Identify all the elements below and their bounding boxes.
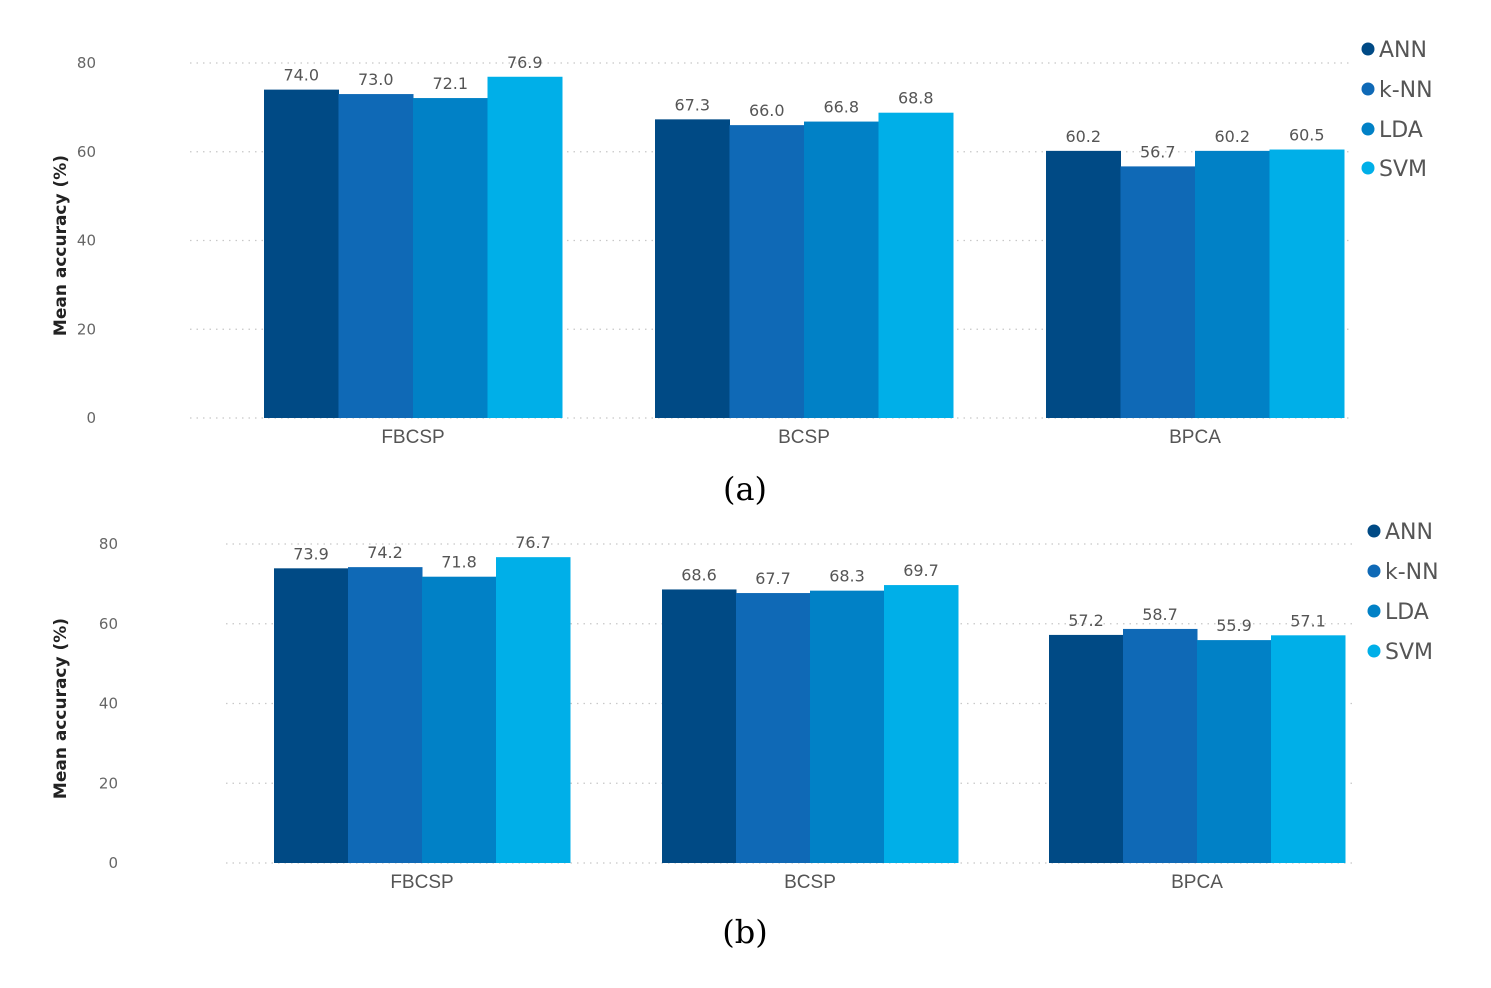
chart-panel-a: 0 20 40 60 80 Mean accuracy (%) 74.0 73.0 72.1 76… xyxy=(51,38,1433,508)
bar-lda-bpca xyxy=(1197,640,1272,863)
data-label: 76.7 xyxy=(515,533,551,552)
bar-k-nn-bpca xyxy=(1123,628,1198,863)
bar-svm-fbcsp xyxy=(487,76,563,418)
bar-svm-bpca xyxy=(1269,149,1345,418)
x-category-label: FBCSP xyxy=(390,872,453,893)
y-tick-label: 20 xyxy=(99,774,118,792)
y-tick-label: 0 xyxy=(86,409,96,427)
data-label: 57.1 xyxy=(1290,611,1326,630)
data-label: 57.2 xyxy=(1068,611,1104,630)
bar-lda-fbcsp xyxy=(413,98,488,419)
data-label: 74.0 xyxy=(283,66,319,85)
bar-ann-bcsp xyxy=(655,119,730,418)
bar-lda-bpca xyxy=(1195,150,1270,419)
bar-k-nn-bcsp xyxy=(729,125,805,418)
legend-marker-icon xyxy=(1361,122,1375,136)
data-label: 67.7 xyxy=(755,569,791,588)
legend-marker-icon xyxy=(1367,604,1381,618)
chart-panel-b: 0 20 40 60 80 Mean accuracy (%) 73.9 74.2 71.8 76… xyxy=(51,520,1439,951)
bar-svm-bcsp xyxy=(884,585,959,863)
bar-lda-bcsp xyxy=(804,121,879,418)
y-axis-title: Mean accuracy (%) xyxy=(51,618,71,799)
y-axis-title: Mean accuracy (%) xyxy=(51,155,71,336)
bar-ann-bcsp xyxy=(662,589,737,863)
data-label: 71.8 xyxy=(441,553,477,572)
data-label: 72.1 xyxy=(432,74,468,93)
data-label: 60.2 xyxy=(1065,127,1101,146)
x-category-label: BCSP xyxy=(784,872,836,893)
legend-marker-icon xyxy=(1367,564,1381,578)
data-label: 60.5 xyxy=(1289,126,1325,145)
data-label: 66.8 xyxy=(823,98,859,117)
bar-ann-fbcsp xyxy=(274,568,349,863)
y-tick-label: 40 xyxy=(99,695,118,713)
legend-marker-icon xyxy=(1367,644,1381,658)
x-category-label: BPCA xyxy=(1169,427,1221,448)
y-tick-label: 60 xyxy=(99,615,118,633)
legend-marker-icon xyxy=(1361,42,1375,56)
legend-label: k-NN xyxy=(1379,78,1433,103)
bar-k-nn-bcsp xyxy=(736,593,811,863)
data-label: 67.3 xyxy=(674,95,710,114)
bar-svm-bcsp xyxy=(878,112,954,418)
legend-label: LDA xyxy=(1385,600,1429,625)
figure-caption: (b) xyxy=(722,913,767,951)
data-label: 58.7 xyxy=(1142,605,1178,624)
y-tick-label: 40 xyxy=(77,232,96,250)
legend-label: ANN xyxy=(1385,520,1433,545)
data-label: 66.0 xyxy=(749,101,785,120)
legend-label: SVM xyxy=(1385,640,1433,665)
data-label: 69.7 xyxy=(903,561,939,580)
bar-ann-bpca xyxy=(1046,150,1121,419)
legend-label: ANN xyxy=(1379,38,1427,63)
bar-k-nn-fbcsp xyxy=(338,94,414,418)
data-label: 68.8 xyxy=(898,89,934,108)
y-tick-label: 20 xyxy=(77,320,96,338)
bar-svm-bpca xyxy=(1271,635,1346,863)
x-category-label: BCSP xyxy=(778,427,830,448)
data-label: 73.9 xyxy=(293,544,329,563)
bar-lda-fbcsp xyxy=(422,576,497,863)
x-category-label: BPCA xyxy=(1171,872,1223,893)
bar-svm-fbcsp xyxy=(496,557,571,863)
bar-lda-bcsp xyxy=(810,590,885,863)
legend-marker-icon xyxy=(1361,161,1375,175)
legend-marker-icon xyxy=(1367,524,1381,538)
data-label: 60.2 xyxy=(1214,127,1250,146)
bar-ann-fbcsp xyxy=(264,89,339,418)
legend-label: k-NN xyxy=(1385,560,1439,585)
legend-label: SVM xyxy=(1379,157,1427,182)
data-label: 68.3 xyxy=(829,567,865,586)
y-tick-label: 60 xyxy=(77,143,96,161)
y-tick-label: 80 xyxy=(99,535,118,553)
bar-k-nn-bpca xyxy=(1120,166,1196,418)
data-label: 55.9 xyxy=(1216,616,1252,635)
data-label: 68.6 xyxy=(681,565,717,584)
data-label: 76.9 xyxy=(507,53,543,72)
y-tick-label: 0 xyxy=(108,854,118,872)
x-category-label: FBCSP xyxy=(381,427,444,448)
legend-label: LDA xyxy=(1379,118,1423,143)
data-label: 74.2 xyxy=(367,543,403,562)
data-label: 73.0 xyxy=(358,70,394,89)
bar-k-nn-fbcsp xyxy=(348,567,423,863)
figure-caption: (a) xyxy=(723,470,767,508)
y-tick-label: 80 xyxy=(77,54,96,72)
data-label: 56.7 xyxy=(1140,142,1176,161)
bar-ann-bpca xyxy=(1049,634,1124,863)
legend-marker-icon xyxy=(1361,82,1375,96)
